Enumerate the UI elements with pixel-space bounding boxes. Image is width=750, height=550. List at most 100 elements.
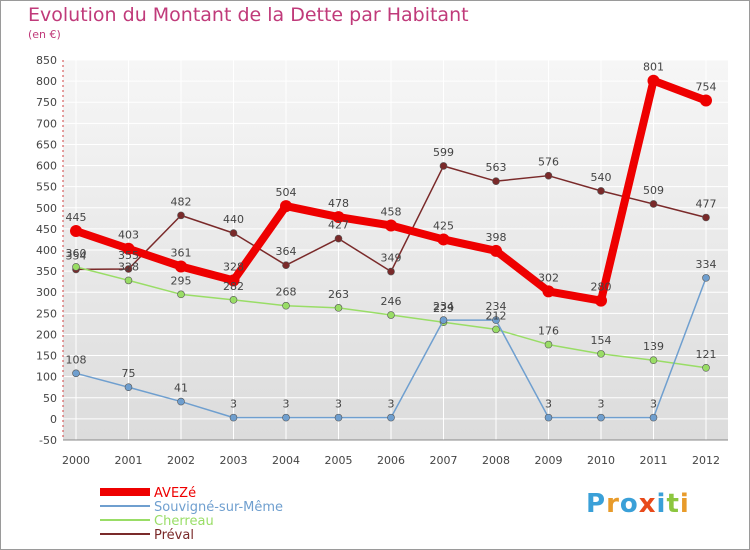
- data-point: [544, 171, 553, 180]
- data-label: 328: [118, 260, 139, 273]
- data-point: [387, 267, 395, 276]
- data-point: [124, 276, 133, 285]
- chart-subtitle: (en €): [28, 28, 61, 41]
- data-label: 478: [328, 197, 349, 210]
- data-point: [702, 363, 710, 372]
- chart-title: Evolution du Montant de la Dette par Hab…: [28, 4, 469, 26]
- data-label: 504: [276, 186, 297, 199]
- data-label: 154: [591, 334, 612, 347]
- data-point: [492, 325, 500, 334]
- data-label: 41: [174, 382, 188, 395]
- data-label: 3: [598, 398, 605, 411]
- data-point: [439, 162, 448, 170]
- data-label: 361: [171, 246, 192, 259]
- logo-letter: o: [619, 489, 639, 519]
- data-label: 3: [388, 398, 395, 411]
- data-label: 445: [66, 211, 87, 224]
- data-point: [385, 219, 397, 232]
- data-point: [334, 304, 343, 312]
- data-point: [647, 74, 660, 87]
- y-tick-label: 0: [50, 413, 57, 426]
- logo-letter: t: [666, 489, 680, 519]
- data-point: [70, 225, 82, 237]
- data-point: [177, 211, 185, 220]
- data-label: 540: [591, 171, 612, 184]
- y-tick-label: 150: [36, 350, 57, 363]
- data-point: [334, 413, 343, 422]
- data-label: 75: [122, 367, 136, 380]
- x-tick-label: 2004: [272, 454, 300, 467]
- data-label: 246: [381, 295, 402, 308]
- data-label: 3: [650, 398, 657, 411]
- data-label: 360: [66, 247, 87, 260]
- y-tick-label: 200: [36, 328, 57, 341]
- proxiti-logo: Proxiti: [586, 489, 690, 519]
- data-label: 754: [696, 81, 717, 94]
- y-tick-label: 500: [36, 202, 57, 215]
- data-label: 229: [433, 302, 454, 315]
- data-label: 139: [643, 340, 664, 353]
- data-point: [387, 311, 395, 319]
- data-point: [280, 200, 292, 213]
- data-point: [492, 177, 500, 185]
- data-label: 121: [696, 348, 717, 361]
- y-tick-label: 450: [36, 223, 57, 236]
- data-point: [124, 265, 133, 273]
- data-label: 427: [328, 219, 349, 232]
- data-point: [177, 397, 185, 406]
- data-label: 3: [545, 398, 552, 411]
- data-point: [72, 369, 80, 378]
- data-point: [492, 316, 500, 324]
- data-label: 458: [381, 206, 402, 219]
- data-point: [702, 213, 710, 222]
- x-tick-label: 2000: [62, 454, 90, 467]
- data-label: 398: [486, 231, 507, 244]
- data-point: [649, 356, 658, 365]
- data-label: 302: [538, 271, 559, 284]
- data-label: 234: [433, 300, 454, 313]
- logo-letter: i: [679, 489, 690, 519]
- data-point: [122, 242, 135, 255]
- data-point: [282, 301, 290, 310]
- data-point: [649, 200, 658, 208]
- data-point: [490, 244, 502, 257]
- data-point: [227, 274, 240, 287]
- x-tick-label: 2002: [167, 454, 195, 467]
- data-point: [282, 261, 290, 270]
- data-label: 403: [118, 229, 139, 242]
- y-tick-label: 750: [36, 96, 57, 109]
- data-label: 3: [283, 398, 290, 411]
- x-tick-label: 2007: [430, 454, 458, 467]
- data-point: [597, 350, 605, 358]
- y-tick-label: 300: [36, 286, 57, 299]
- data-label: 576: [538, 156, 559, 169]
- data-label: 268: [276, 286, 297, 299]
- data-point: [334, 234, 343, 243]
- data-label: 355: [118, 249, 139, 262]
- data-point: [177, 290, 185, 299]
- logo-letter: P: [586, 489, 607, 519]
- y-tick-label: 700: [36, 117, 57, 130]
- data-label: 280: [591, 281, 612, 294]
- data-label: 482: [171, 195, 192, 208]
- data-point: [439, 316, 448, 324]
- data-point: [282, 413, 290, 422]
- data-point: [597, 187, 605, 195]
- y-tick-label: 550: [36, 181, 57, 194]
- x-tick-label: 2001: [115, 454, 143, 467]
- data-point: [387, 413, 395, 422]
- data-label: 176: [538, 325, 559, 338]
- legend-label: Cherreau: [154, 514, 214, 529]
- y-tick-label: 50: [43, 392, 57, 405]
- data-point: [229, 413, 238, 422]
- y-tick-label: 100: [36, 371, 57, 384]
- data-label: 3: [335, 398, 342, 411]
- data-point: [595, 294, 607, 307]
- legend-label: AVEZé: [154, 486, 196, 501]
- data-point: [649, 413, 658, 422]
- data-point: [544, 413, 553, 422]
- x-tick-label: 2012: [692, 454, 720, 467]
- data-label: 349: [381, 252, 402, 265]
- x-tick-label: 2006: [377, 454, 405, 467]
- x-tick-label: 2005: [325, 454, 353, 467]
